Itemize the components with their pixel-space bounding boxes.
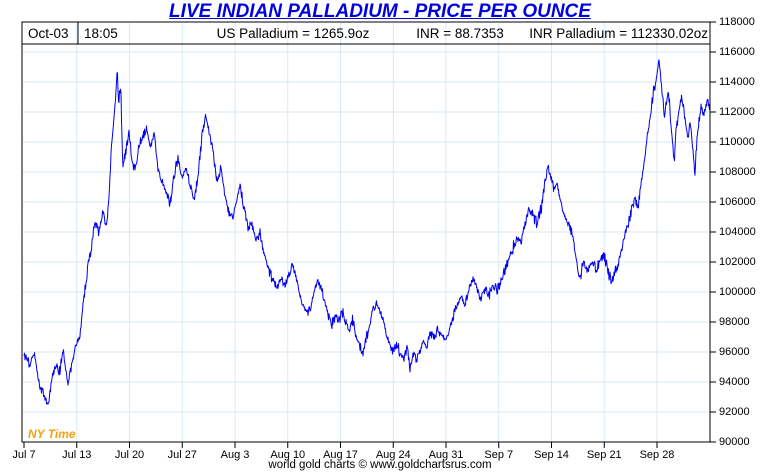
price-line	[23, 59, 711, 405]
x-axis-label: Jul 20	[114, 449, 145, 461]
y-axis-label: 102000	[719, 255, 756, 268]
inr-rate-quote: INR = 88.7353	[416, 26, 504, 41]
y-axis-label: 98000	[719, 315, 750, 328]
ny-time-label: NY Time	[28, 427, 76, 441]
x-axis-label: Aug 10	[270, 449, 306, 461]
plot-frame	[21, 21, 711, 443]
y-axis-label: 94000	[719, 375, 750, 388]
y-axis-label: 110000	[719, 135, 755, 148]
x-axis-label: Aug 31	[428, 449, 464, 461]
x-axis-label: Aug 24	[375, 449, 411, 461]
x-axis-label: Sep 21	[586, 449, 622, 461]
x-axis-label: Jul 27	[167, 449, 197, 461]
y-axis-label: 96000	[719, 345, 750, 358]
x-axis-label: Sep 28	[639, 449, 675, 461]
copyright-footer: world gold charts © www.goldchartsrus.co…	[268, 459, 492, 471]
gridlines	[23, 23, 710, 442]
y-axis-label: 100000	[719, 285, 756, 298]
quote-time: 18:05	[84, 26, 118, 41]
y-axis-label: 112000	[719, 105, 755, 118]
x-axis-label: Aug 3	[220, 449, 250, 461]
us-palladium-quote: US Palladium = 1265.9oz	[216, 26, 370, 41]
quote-date: Oct-03	[28, 26, 69, 41]
y-axis-label: 92000	[719, 405, 750, 418]
page-title: LIVE INDIAN PALLADIUM - PRICE PER OUNCE	[169, 1, 591, 22]
x-axis-label: Jul 7	[12, 449, 36, 461]
inr-palladium-quote: INR Palladium = 112330.02oz	[529, 26, 708, 41]
x-axis-label: Jul 13	[62, 449, 92, 461]
plot-border	[21, 21, 711, 443]
y-axis-label: 108000	[719, 165, 756, 178]
y-axis-label: 104000	[719, 225, 756, 238]
x-axis-label: Sep 14	[534, 449, 569, 461]
axis-ticks	[23, 21, 716, 448]
x-axis-label: Aug 17	[323, 449, 358, 461]
y-axis-label: 116000	[719, 45, 755, 58]
y-axis-label: 90000	[719, 435, 750, 448]
y-axis-label: 106000	[719, 195, 756, 208]
x-axis-label: Sep 7	[484, 449, 514, 461]
y-axis-label: 118000	[719, 15, 755, 28]
y-axis-label: 114000	[719, 75, 755, 88]
